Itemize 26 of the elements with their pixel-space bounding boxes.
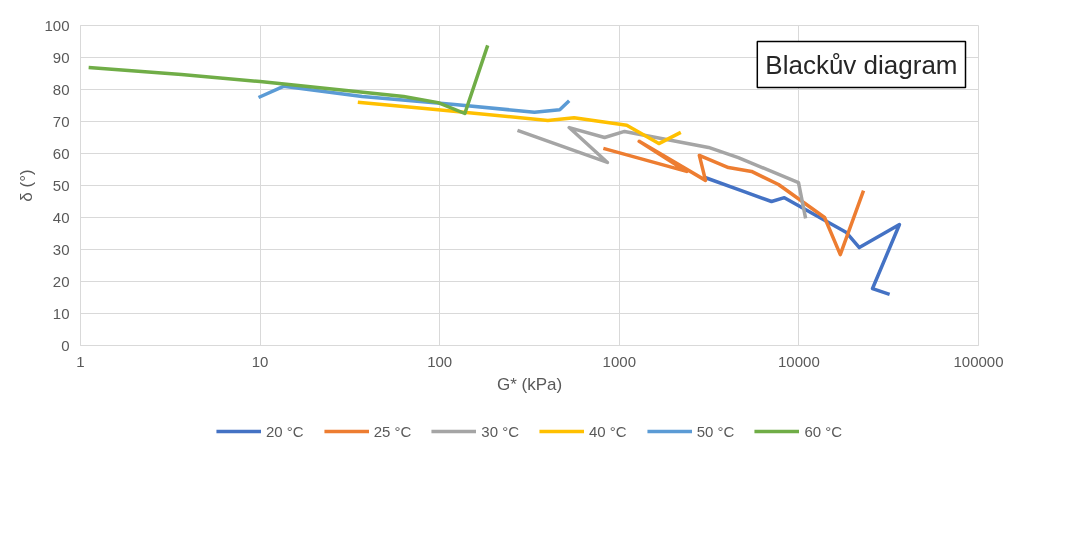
x-tick-label: 100000 (953, 352, 1004, 370)
x-tick-label: 1000 (602, 352, 636, 370)
legend-label: 50 °C (696, 422, 735, 440)
y-axis-title: δ (°) (17, 169, 37, 202)
y-tick-label: 50 (52, 176, 70, 194)
y-tick-label: 20 (52, 272, 70, 290)
y-tick-label: 100 (44, 16, 70, 34)
legend-label: 40 °C (589, 422, 627, 440)
x-axis-title: G* (kPa) (496, 374, 563, 394)
legend-label: 30 °C (481, 422, 519, 440)
y-tick-label: 30 (52, 240, 70, 258)
y-tick-label: 0 (61, 336, 70, 354)
x-tick-label: 10 (251, 352, 269, 370)
x-tick-label: 10000 (778, 352, 820, 370)
y-tick-label: 90 (52, 48, 70, 66)
y-tick-label: 70 (52, 112, 70, 130)
y-tick-label: 40 (52, 208, 70, 226)
legend-label: 25 °C (373, 422, 412, 440)
x-tick-label: 100 (427, 352, 453, 370)
y-tick-label: 60 (52, 144, 70, 162)
text: Blackův diagram (765, 49, 958, 80)
y-tick-label: 10 (52, 304, 70, 322)
x-tick-label: 1 (76, 352, 85, 370)
legend-label: 20 °C (265, 422, 304, 440)
y-tick-label: 80 (52, 80, 70, 98)
legend-label: 60 °C (804, 422, 843, 440)
